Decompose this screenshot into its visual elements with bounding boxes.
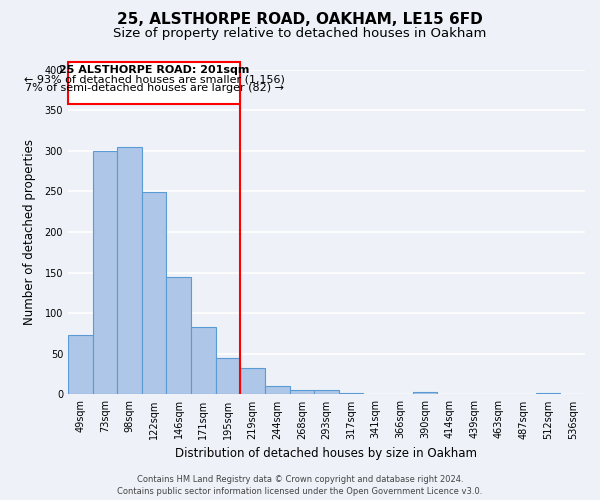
Text: Contains HM Land Registry data © Crown copyright and database right 2024.
Contai: Contains HM Land Registry data © Crown c… (118, 474, 482, 496)
Text: Size of property relative to detached houses in Oakham: Size of property relative to detached ho… (113, 28, 487, 40)
Text: 7% of semi-detached houses are larger (82) →: 7% of semi-detached houses are larger (8… (25, 84, 284, 94)
Bar (92, 151, 117, 394)
Bar (142, 192, 166, 394)
X-axis label: Distribution of detached houses by size in Oakham: Distribution of detached houses by size … (175, 447, 478, 460)
Text: 25 ALSTHORPE ROAD: 201sqm: 25 ALSTHORPE ROAD: 201sqm (59, 65, 250, 75)
Y-axis label: Number of detached properties: Number of detached properties (23, 139, 36, 325)
Bar (536, 393, 560, 394)
Bar (265, 386, 290, 394)
Bar (68, 335, 92, 394)
Bar (339, 393, 364, 394)
Bar (68, 62, 240, 104)
Bar (240, 368, 265, 394)
Text: ← 93% of detached houses are smaller (1,156): ← 93% of detached houses are smaller (1,… (23, 74, 284, 85)
Bar (314, 390, 339, 394)
Bar (117, 147, 142, 394)
Bar (413, 392, 437, 394)
Bar (290, 390, 314, 394)
Text: 25, ALSTHORPE ROAD, OAKHAM, LE15 6FD: 25, ALSTHORPE ROAD, OAKHAM, LE15 6FD (117, 12, 483, 28)
Bar (215, 358, 240, 395)
Bar (191, 327, 215, 394)
Bar (166, 276, 191, 394)
